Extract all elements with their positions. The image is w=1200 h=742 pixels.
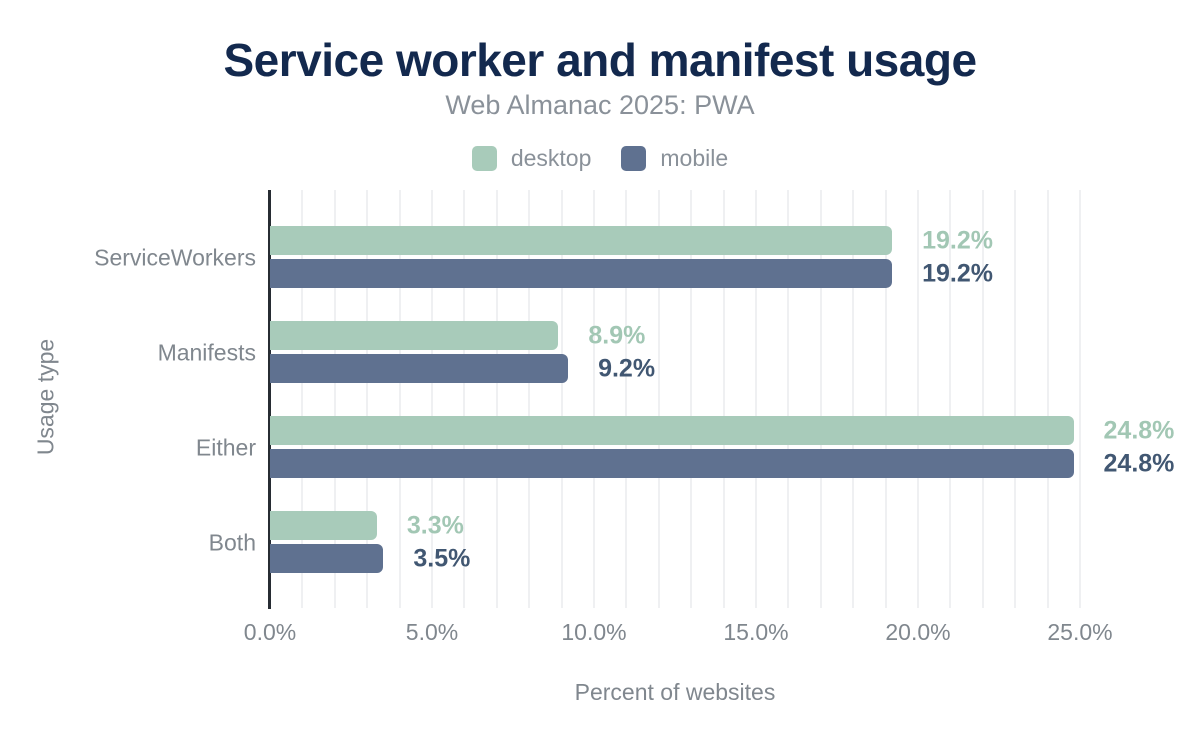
category-label: Either (195, 434, 256, 460)
chart-title: Service worker and manifest usage (223, 34, 977, 86)
gridline (981, 190, 984, 608)
x-tick-label: 25.0% (1047, 619, 1113, 645)
chart-subtitle: Web Almanac 2025: PWA (445, 90, 755, 120)
y-axis-title: Usage type (32, 338, 59, 456)
x-axis-title: Percent of websites (574, 679, 776, 705)
gridline (690, 190, 693, 608)
bar-rows: ServiceWorkers 19.2% 19.2% Manifests 8.9% 9.2… (0, 210, 1200, 590)
bar-mobile[interactable] (270, 544, 384, 573)
value-label-mobile: 19.2% (922, 259, 993, 288)
category-label: Manifests (157, 339, 256, 365)
bar-desktop[interactable] (270, 511, 377, 540)
y-axis-line (268, 190, 271, 609)
gridline (528, 190, 531, 608)
gridline (787, 190, 790, 608)
value-label-desktop: 8.9% (588, 321, 646, 350)
x-tick-label: 15.0% (723, 619, 789, 645)
bar-mobile[interactable] (270, 354, 569, 383)
legend-swatch-desktop (471, 145, 497, 171)
x-ticks: 0.0% 5.0% 10.0% 15.0% 20.0% 25.0% (0, 619, 1200, 649)
category-row: Either 24.8% 24.8% (0, 400, 1200, 495)
bar-desktop[interactable] (270, 226, 893, 255)
gridline (722, 190, 725, 608)
value-label-desktop: 19.2% (922, 226, 993, 255)
legend-swatch-mobile (621, 145, 647, 171)
gridline (819, 190, 822, 608)
gridline (755, 190, 757, 608)
category-row: Manifests 8.9% 9.2% (0, 305, 1200, 400)
gridline (463, 190, 466, 608)
bar-desktop[interactable] (270, 321, 559, 350)
gridline (398, 190, 401, 608)
value-label-mobile: 9.2% (598, 354, 656, 383)
gridline (1046, 190, 1049, 608)
category-row: ServiceWorkers 19.2% 19.2% (0, 210, 1200, 305)
category-row: Both 3.3% 3.5% (0, 495, 1200, 590)
legend-item-desktop[interactable]: desktop (471, 144, 592, 172)
value-label-desktop: 24.8% (1103, 416, 1175, 445)
x-tick-label: 0.0% (243, 619, 297, 645)
gridline (1079, 190, 1081, 608)
x-tick-label: 20.0% (885, 619, 951, 645)
gridline (301, 190, 304, 608)
x-tick-label: 5.0% (405, 619, 459, 645)
legend-label: mobile (660, 144, 729, 171)
gridline (657, 190, 660, 608)
gridline (884, 190, 887, 608)
value-label-mobile: 24.8% (1103, 449, 1175, 478)
gridline (1014, 190, 1017, 608)
value-label-desktop: 3.3% (406, 511, 464, 540)
legend-label: desktop (510, 144, 592, 171)
gridline (431, 190, 433, 608)
x-tick-label: 10.0% (561, 619, 627, 645)
gridline (366, 190, 369, 608)
gridline (593, 190, 595, 608)
gridline (560, 190, 563, 608)
gridline (625, 190, 628, 608)
bar-mobile[interactable] (270, 449, 1074, 478)
legend-item-mobile[interactable]: mobile (621, 145, 728, 172)
gridline (917, 190, 919, 608)
value-label-mobile: 3.5% (413, 544, 471, 573)
gridline (852, 190, 855, 608)
bar-desktop[interactable] (270, 416, 1074, 445)
gridline (949, 190, 952, 608)
gridline (333, 190, 336, 608)
category-label: ServiceWorkers (94, 244, 256, 270)
bar-mobile[interactable] (270, 259, 893, 288)
gridline (495, 190, 498, 608)
category-label: Both (208, 529, 256, 555)
plot-area (270, 190, 1081, 608)
legend: desktop mobile (0, 144, 1200, 172)
